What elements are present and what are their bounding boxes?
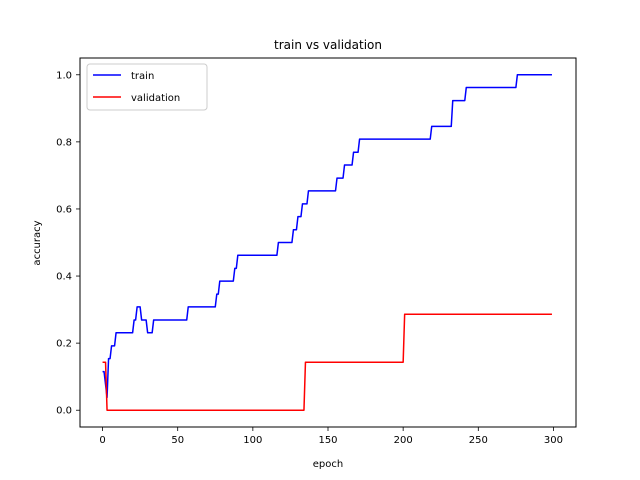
series-line-validation	[102, 313, 552, 411]
legend-label-validation: validation	[131, 93, 180, 104]
y-tick-label: 0.0	[56, 406, 72, 417]
x-tick-label: 200	[394, 435, 413, 446]
y-tick-label: 0.8	[56, 137, 72, 148]
x-axis-label: epoch	[313, 459, 343, 470]
y-axis: 0.0 0.2 0.4 0.6 0.8 1.0	[56, 70, 80, 417]
y-tick-label: 0.2	[56, 339, 72, 350]
legend: train validation	[86, 63, 208, 111]
x-axis: 0 50 100 150 200 250 300	[99, 427, 563, 446]
chart-title: train vs validation	[274, 38, 382, 52]
series-line-train	[102, 74, 552, 399]
x-tick-label: 250	[469, 435, 488, 446]
y-tick-label: 1.0	[56, 70, 72, 81]
y-tick-label: 0.4	[56, 272, 72, 283]
x-tick-label: 150	[318, 435, 337, 446]
x-tick-label: 50	[171, 435, 184, 446]
legend-label-train: train	[131, 71, 154, 82]
y-tick-label: 0.6	[56, 204, 72, 215]
y-axis-label: accuracy	[32, 220, 43, 265]
series-layer	[102, 74, 552, 411]
x-tick-label: 100	[243, 435, 262, 446]
x-tick-label: 300	[544, 435, 563, 446]
x-tick-label: 0	[99, 435, 105, 446]
